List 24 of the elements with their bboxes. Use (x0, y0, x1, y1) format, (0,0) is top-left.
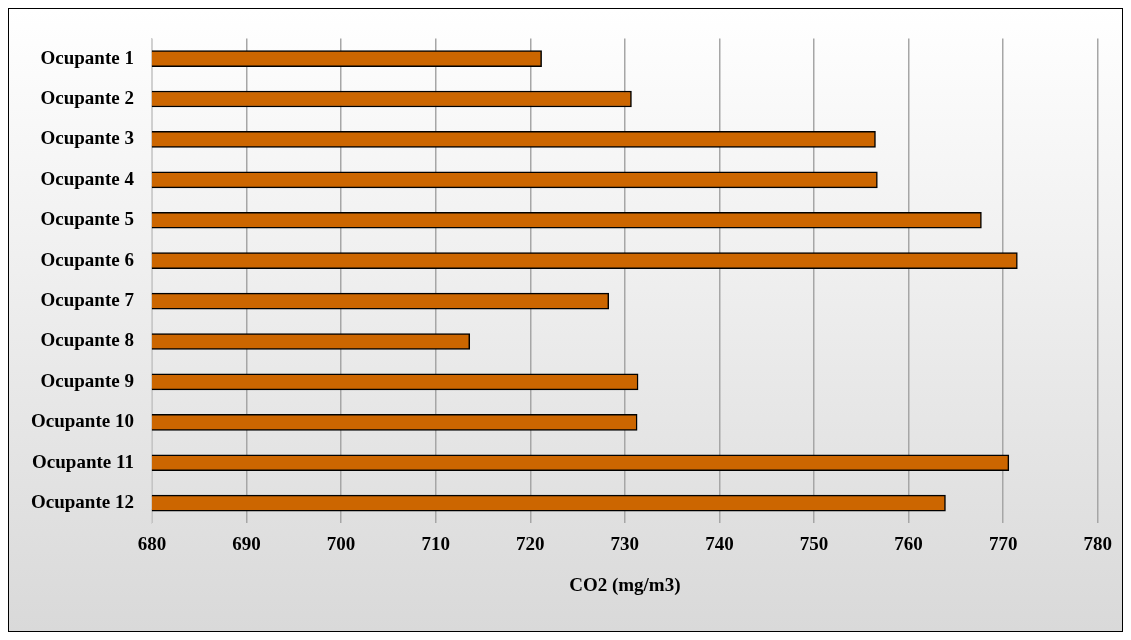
x-tick-label: 780 (1083, 532, 1112, 554)
y-tick-label: Ocupante 3 (40, 127, 134, 149)
x-tick-label: 770 (988, 532, 1018, 554)
x-tick-label: 720 (516, 532, 545, 554)
x-tick-label: 740 (705, 532, 734, 554)
x-tick-label: 690 (232, 532, 261, 554)
x-tick-label: 680 (137, 532, 167, 554)
y-tick-label: Ocupante 9 (40, 369, 134, 391)
y-tick-label: Ocupante 11 (32, 450, 134, 472)
x-tick-label: 730 (610, 532, 640, 554)
x-tick-label: 710 (421, 532, 450, 554)
y-tick-label: Ocupante 8 (40, 329, 134, 351)
y-tick-label: Ocupante 7 (40, 289, 135, 311)
y-tick-label: Ocupante 1 (40, 46, 134, 68)
y-tick-label: Ocupante 6 (40, 248, 134, 270)
x-axis-title: CO2 (mg/m3) (569, 573, 681, 596)
y-tick-label: Ocupante 2 (40, 86, 134, 108)
y-tick-label: Ocupante 12 (30, 491, 134, 513)
x-tick-label: 700 (326, 532, 356, 554)
y-tick-label: Ocupante 4 (40, 167, 135, 189)
y-tick-label: Ocupante 10 (30, 410, 134, 432)
y-tick-label: Ocupante 5 (40, 208, 134, 230)
x-tick-label: 760 (894, 532, 923, 554)
x-tick-label: 750 (799, 532, 829, 554)
